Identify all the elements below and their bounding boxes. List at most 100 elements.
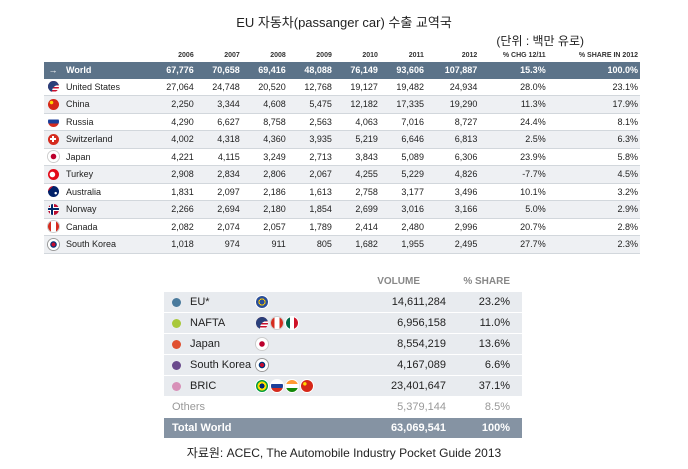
flag-cell [44, 113, 62, 131]
legend-dot-icon [171, 297, 181, 307]
flag-cell [44, 78, 62, 96]
total-label: Total World [164, 417, 366, 439]
japan-flag-icon [256, 338, 268, 351]
flag-cell [44, 148, 62, 166]
value-cell: 2.3% [547, 235, 640, 254]
country-name: Russia [62, 113, 150, 131]
value-cell: 2,563 [287, 113, 334, 131]
value-cell: 1,613 [287, 183, 334, 201]
value-cell: 24,934 [425, 78, 480, 96]
value-cell: 27,064 [149, 78, 196, 96]
table-row: Switzerland 4,002 4,318 4,360 3,935 5,219 6,64… [44, 130, 640, 149]
value-cell: 2,067 [287, 165, 334, 184]
value-cell: 12,182 [333, 95, 380, 114]
export-table: 2006 2007 2008 2009 2010 2011 2012 % CHG 12/11%… [44, 50, 640, 254]
value-cell: 1,018 [149, 235, 196, 254]
column-header: 2008 [270, 52, 286, 59]
value-cell: 4,608 [241, 95, 288, 114]
flag-cell [44, 200, 62, 219]
share-row: South Korea 4,167,089 6.6% [164, 354, 522, 376]
export-table-header: 2006 2007 2008 2009 2010 2011 2012 % CHG 12/11%… [44, 50, 640, 62]
region-name: Japan [188, 333, 256, 355]
region-name: BRIC [188, 375, 256, 397]
value-cell: 100.0% [547, 62, 640, 79]
value-cell: 2,414 [333, 218, 380, 236]
value-cell: 5,229 [379, 165, 426, 184]
value-cell: 4,115 [195, 148, 242, 166]
value-cell: 2,834 [195, 165, 242, 184]
value-cell: 2,057 [241, 218, 288, 236]
value-cell: 6,627 [195, 113, 242, 131]
volume-cell: 4,167,089 [366, 354, 446, 376]
share-row: EU* 14,611,284 23.2% [164, 292, 522, 313]
value-cell: 3,166 [425, 200, 480, 219]
country-name: Japan [62, 148, 150, 166]
value-cell: 1,789 [287, 218, 334, 236]
value-cell: 8,758 [241, 113, 288, 131]
turkey-flag-icon [47, 168, 59, 180]
value-cell: 4.5% [547, 165, 640, 184]
others-share: 8.5% [446, 396, 522, 418]
value-cell: 6.3% [547, 130, 640, 149]
value-cell: 23.1% [547, 78, 640, 96]
country-col-header [62, 50, 150, 62]
value-cell: 70,658 [195, 62, 242, 79]
volume-cell: 14,611,284 [366, 292, 446, 313]
flag-cell [44, 165, 62, 184]
value-cell: 3,249 [241, 148, 288, 166]
volume-cell: 6,956,158 [366, 312, 446, 334]
share-cell: 13.6% [446, 333, 522, 355]
table-row: Australia 1,831 2,097 2,186 1,613 2,758 3,177 3… [44, 183, 640, 201]
total-volume: 63,069,541 [366, 417, 446, 439]
arrow-icon: → [48, 65, 58, 76]
share-cell: 23.2% [446, 292, 522, 313]
total-row: Total World 63,069,541 100% [164, 417, 522, 439]
column-header: 2006 [178, 52, 194, 59]
value-cell: 1,682 [333, 235, 380, 254]
value-cell: 19,290 [425, 95, 480, 114]
switzerland-flag-icon [47, 133, 59, 145]
value-cell: 24.4% [479, 113, 548, 131]
column-header: % SHARE IN 2012 [578, 52, 638, 59]
value-cell: 17.9% [547, 95, 640, 114]
value-cell: 6,306 [425, 148, 480, 166]
value-cell: 5.0% [479, 200, 548, 219]
value-cell: 3,344 [195, 95, 242, 114]
value-cell: 20.7% [479, 218, 548, 236]
total-share: 100% [446, 417, 522, 439]
value-cell: 2,495 [425, 235, 480, 254]
flags-cell [256, 333, 366, 355]
legend-dot-icon [171, 381, 181, 391]
value-cell: 1,955 [379, 235, 426, 254]
others-row: Others 5,379,144 8.5% [164, 396, 522, 418]
value-cell: 2.9% [547, 200, 640, 219]
country-name: Norway [62, 200, 150, 219]
share-table-header: VOLUME % SHARE [164, 272, 522, 292]
flag-cell [44, 130, 62, 149]
value-cell: 4,318 [195, 130, 242, 149]
legend-dot-icon [171, 360, 181, 370]
value-cell: 24,748 [195, 78, 242, 96]
value-cell: 2,694 [195, 200, 242, 219]
unit-label: (단위 : 백만 유로) [496, 34, 584, 48]
share-row: BRIC 23,401,647 37.1% [164, 375, 522, 397]
value-cell: 2,186 [241, 183, 288, 201]
share-header: % SHARE [463, 276, 510, 287]
legend-dot-icon [171, 339, 181, 349]
flag-cell [44, 235, 62, 254]
china-flag-icon [301, 380, 313, 393]
value-cell: 12,768 [287, 78, 334, 96]
value-cell: 17,335 [379, 95, 426, 114]
country-name: World [62, 62, 150, 79]
value-cell: 4,002 [149, 130, 196, 149]
value-cell: 805 [287, 235, 334, 254]
column-header: 2011 [408, 52, 424, 59]
india-flag-icon [286, 380, 298, 393]
value-cell: 3,843 [333, 148, 380, 166]
table-row: South Korea 1,018 974 911 805 1,682 1,955 2,495… [44, 235, 640, 254]
value-cell: 28.0% [479, 78, 548, 96]
value-cell: 2,699 [333, 200, 380, 219]
country-name: Australia [62, 183, 150, 201]
value-cell: 11.3% [479, 95, 548, 114]
region-name: South Korea [188, 354, 256, 376]
